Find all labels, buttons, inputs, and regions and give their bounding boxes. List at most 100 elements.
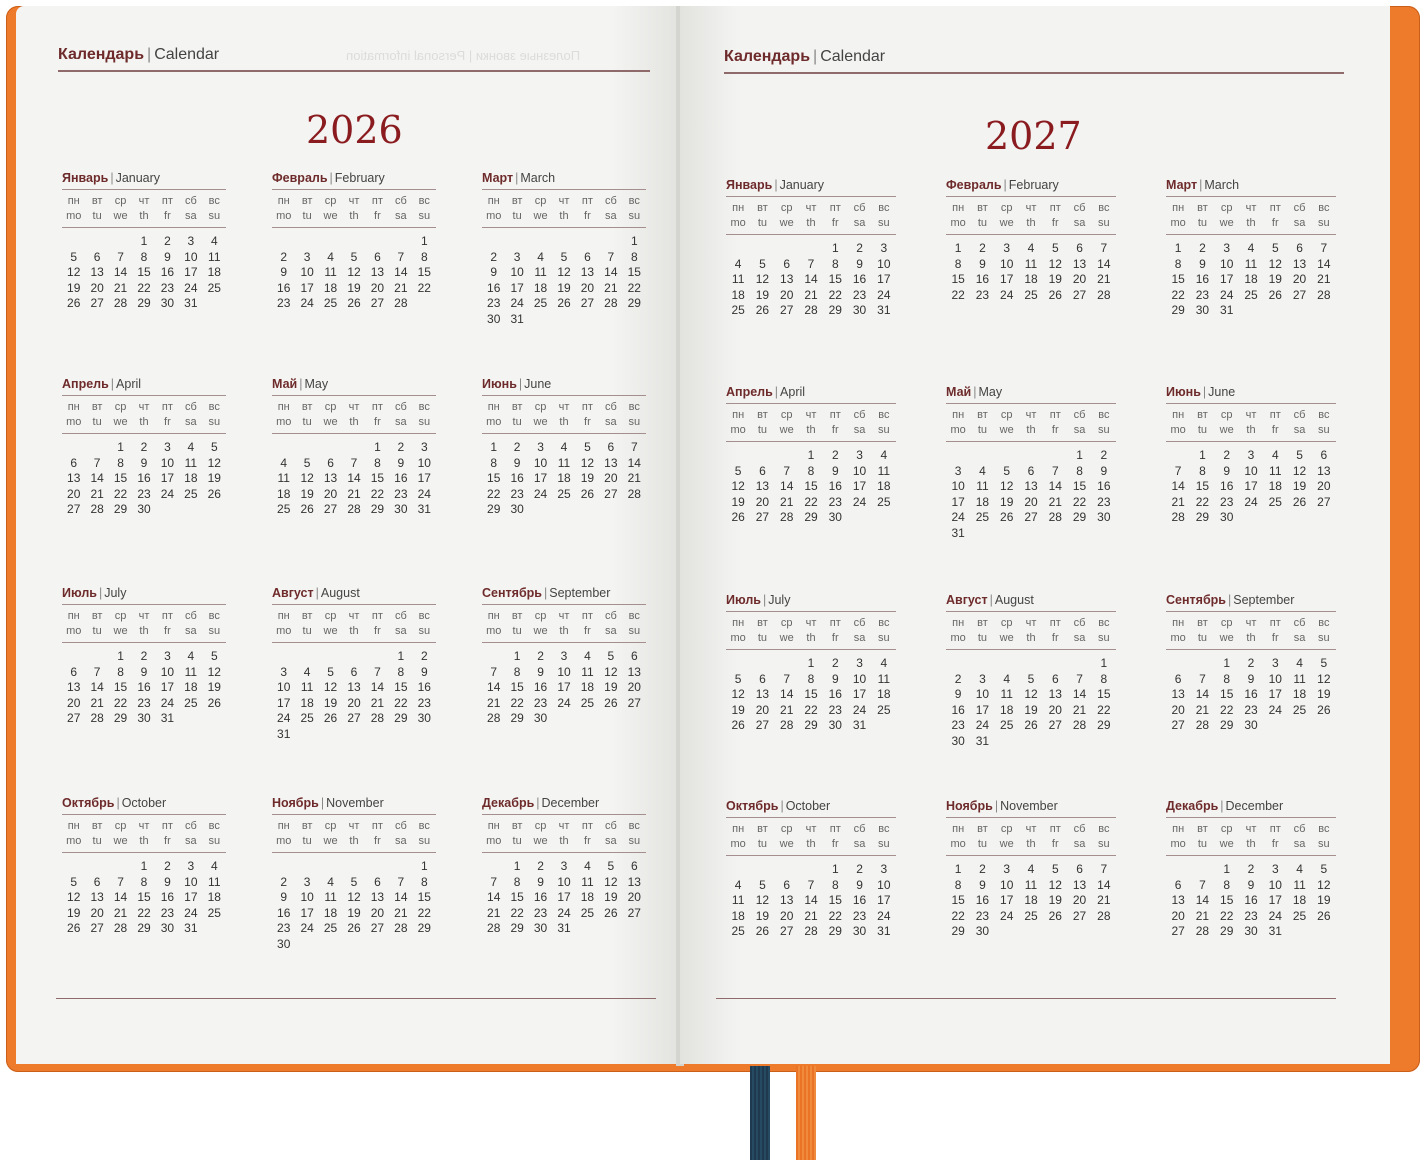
day-number: 10 xyxy=(1268,671,1282,686)
day-number: 27 xyxy=(67,502,81,517)
day-number: 4 xyxy=(537,249,544,264)
day-number: 28 xyxy=(487,711,501,726)
day-number: 25 xyxy=(1244,287,1258,302)
empty-day-cell xyxy=(62,649,85,665)
day-number: 13 xyxy=(604,455,618,470)
day-number: 27 xyxy=(1024,510,1038,525)
day-number: 29 xyxy=(1171,303,1185,318)
day-number: 25 xyxy=(1024,908,1038,923)
month-title: Январь | January xyxy=(62,171,226,187)
day-number: 16 xyxy=(975,893,990,908)
month-name-ru: Октябрь xyxy=(62,796,115,810)
month-title: Март | March xyxy=(1166,178,1336,194)
bookmark-ribbon-orange[interactable] xyxy=(796,1066,816,1160)
day-number: 30 xyxy=(975,924,990,939)
month-name-en: November xyxy=(326,796,384,810)
day-number: 17 xyxy=(975,702,990,717)
day-number: 18 xyxy=(731,908,745,923)
weekday-label-ru: пт xyxy=(829,202,841,214)
month-name-en: August xyxy=(320,586,360,600)
month-name-en: January xyxy=(779,178,825,192)
day-number: 21 xyxy=(804,287,818,302)
day-number: 26 xyxy=(731,718,745,733)
day-number: 2 xyxy=(140,649,148,663)
day-grid: 1 2 3 4 5 6 7 8 9 10 11 12 13 14 15 16 17 18 19 20 21 22 23 24 2… xyxy=(726,656,896,734)
empty-day-cell xyxy=(1190,656,1214,672)
month-name-ru: Сентябрь xyxy=(1166,593,1226,607)
month-rule xyxy=(482,852,646,853)
header-separator: | xyxy=(147,46,152,63)
day-number: 23 xyxy=(852,287,867,302)
day-number: 3 xyxy=(560,859,568,873)
day-number: 6 xyxy=(630,859,638,873)
day-number: 18 xyxy=(184,680,198,695)
day-number: 24 xyxy=(975,718,990,733)
day-number: 19 xyxy=(1024,702,1038,717)
weekday-label-ru: вт xyxy=(757,617,768,629)
day-number: 24 xyxy=(951,510,965,525)
day-number: 15 xyxy=(951,272,965,287)
month-name-separator: | xyxy=(299,377,303,391)
weekday-header: пн вт ср чт пт сб вс mo tu we th fr sa su xyxy=(482,400,646,430)
weekday-label-ru: пт xyxy=(371,195,383,207)
weekday-label-en: th xyxy=(806,838,816,850)
day-number: 20 xyxy=(90,280,104,295)
day-grid: 1 2 3 4 5 6 7 8 9 10 11 12 13 14 15 16 17 18 19 20 21 22 23 24 2… xyxy=(482,859,646,937)
day-number: 4 xyxy=(1296,862,1303,876)
month-name-separator: | xyxy=(518,377,523,391)
day-number: 2 xyxy=(1100,448,1108,462)
weekday-label-ru: вс xyxy=(1098,202,1110,214)
month-block: Июнь | June пн вт ср чт пт сб вс mo tu we th fr sa su 1 2 3… xyxy=(1166,385,1336,526)
day-number: 14 xyxy=(780,687,794,702)
weekday-label-ru: пн xyxy=(67,820,80,832)
day-number: 7 xyxy=(1076,671,1083,686)
day-number: 18 xyxy=(580,890,595,905)
day-number: 14 xyxy=(394,890,408,905)
weekday-label-ru: пт xyxy=(1269,617,1281,629)
day-number: 27 xyxy=(1048,718,1062,733)
weekday-label-en: sa xyxy=(395,625,407,637)
day-number: 11 xyxy=(208,874,221,889)
day-number: 7 xyxy=(117,874,124,889)
month-name-separator: | xyxy=(544,586,548,600)
weekday-label-ru: пн xyxy=(952,823,965,835)
month-title: Август | August xyxy=(946,593,1116,609)
day-number: 14 xyxy=(780,479,794,494)
day-number: 20 xyxy=(1292,272,1307,287)
day-number: 2 xyxy=(164,859,171,873)
day-number: 12 xyxy=(67,890,81,905)
day-number: 11 xyxy=(976,479,989,494)
weekday-label-ru: пн xyxy=(67,401,80,413)
day-number: 23 xyxy=(277,296,291,311)
day-number: 26 xyxy=(604,695,618,710)
day-number: 17 xyxy=(1000,893,1014,908)
weekday-label-en: fr xyxy=(374,625,381,637)
day-number: 28 xyxy=(1097,908,1111,923)
day-number: 18 xyxy=(207,890,221,905)
day-number: 1 xyxy=(807,656,815,670)
day-number: 21 xyxy=(370,695,385,710)
day-number: 22 xyxy=(487,486,501,501)
day-number: 11 xyxy=(581,664,594,679)
day-number: 1 xyxy=(1223,862,1231,876)
weekday-label-en: fr xyxy=(831,632,839,644)
day-number: 14 xyxy=(1171,479,1185,494)
day-number: 12 xyxy=(604,664,618,679)
weekday-label-ru: вт xyxy=(757,823,768,835)
bookmark-ribbon-navy[interactable] xyxy=(750,1066,770,1160)
month-name-ru: Август xyxy=(272,586,314,600)
day-number: 12 xyxy=(1048,256,1062,271)
month-block: Сентябрь | September пн вт ср чт пт сб вс mo tu we th… xyxy=(1166,593,1336,734)
weekday-label-ru: чт xyxy=(348,610,360,622)
day-number: 9 xyxy=(1100,463,1108,478)
month-rule xyxy=(726,234,896,235)
weekday-label-en: sa xyxy=(853,424,866,436)
weekday-label-ru: вс xyxy=(208,820,220,832)
month-block: Август | August пн вт ср чт пт сб вс mo tu we th fr sa s… xyxy=(946,593,1116,750)
day-number: 6 xyxy=(93,874,101,889)
day-number: 24 xyxy=(557,695,571,710)
day-number: 21 xyxy=(394,280,408,295)
day-number: 17 xyxy=(557,680,571,695)
weekday-label-ru: пн xyxy=(1172,617,1185,629)
empty-day-cell xyxy=(366,234,389,250)
